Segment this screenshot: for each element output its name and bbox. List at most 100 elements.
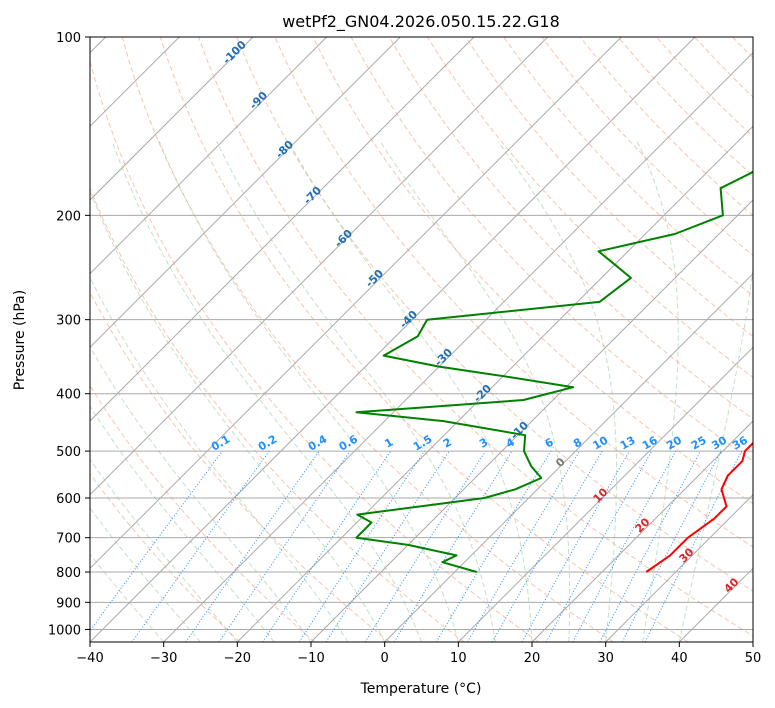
x-tick-label: 20 [524, 651, 541, 666]
mixing-ratio-label: 8 [571, 436, 584, 451]
y-axis-label: Pressure (hPa) [12, 290, 28, 390]
dry-adiabat-line [426, 37, 753, 378]
isotherm-label: -70 [301, 184, 324, 207]
mixing-ratio-line [435, 450, 552, 642]
dry-adiabat-line [90, 59, 540, 642]
x-tick-label: −30 [150, 651, 177, 666]
dry-adiabat-line [503, 37, 753, 297]
isotherm-line [457, 346, 753, 642]
dry-adiabat-line [541, 37, 753, 257]
mixing-ratio-label: 16 [640, 433, 660, 452]
moist-adiabat-line [288, 141, 533, 642]
isotherm-line [384, 272, 753, 642]
mixing-ratio-line [572, 450, 677, 642]
y-tick-label: 100 [56, 31, 81, 46]
mixing-ratio-label: 6 [543, 435, 556, 450]
mixing-ratio-label: 30 [709, 433, 729, 452]
y-tick-label: 600 [56, 492, 81, 507]
mixing-ratio-label: 10 [591, 433, 611, 452]
dry-adiabat-line [198, 37, 753, 637]
x-axis-label: Temperature (°C) [360, 681, 482, 697]
dry-adiabat-label: 20 [633, 515, 653, 535]
dry-adiabat-line [694, 37, 753, 98]
isotherm-line [752, 641, 753, 642]
isotherm-label: -100 [220, 38, 249, 67]
mixing-ratio-line [393, 450, 513, 642]
moist-adiabat-line [216, 141, 496, 642]
isotherm-line [531, 420, 753, 642]
y-tick-label: 200 [56, 209, 81, 224]
isotherm-line [678, 567, 753, 642]
isotherm-line [236, 125, 753, 642]
isotherm-label: -40 [397, 308, 420, 331]
x-tick-label: 50 [745, 651, 762, 666]
mixing-ratio-line [545, 450, 653, 642]
dry-adiabat-line [732, 37, 753, 59]
x-tick-label: 10 [450, 651, 467, 666]
mixing-ratio-label: 1.5 [411, 433, 434, 454]
plot-frame [89, 36, 754, 643]
dry-adiabat-line [90, 186, 465, 642]
isotherm-line [90, 37, 622, 570]
mixing-ratio-line [90, 450, 223, 632]
mixing-ratio-line [364, 450, 486, 642]
moist-adiabat-line [90, 345, 312, 642]
mixing-ratio-line [644, 450, 743, 642]
dry-adiabat-line [90, 291, 390, 642]
dry-adiabat-label: 40 [722, 575, 742, 595]
mixing-ratio-label: 13 [618, 434, 638, 453]
mixing-ratio-label: 0.6 [337, 432, 361, 453]
moist-adiabat-line [90, 553, 165, 642]
isotherm-line [90, 37, 696, 642]
moist-adiabat-line [636, 141, 679, 642]
mixing-ratio-label: 0.4 [306, 432, 330, 453]
isotherm-label: -60 [332, 227, 355, 250]
dry-adiabat-line [159, 37, 689, 642]
dry-adiabat-line [274, 37, 753, 548]
isotherm-line [310, 199, 753, 642]
dry-adiabat-label: 10 [591, 485, 611, 505]
mixing-ratio-label: 1 [382, 436, 395, 451]
dry-adiabat-line [90, 384, 316, 642]
x-tick-label: −40 [76, 651, 103, 666]
mixing-ratio-line [262, 450, 392, 642]
x-axis: −40 −30 −20 −10 0 10 20 30 40 50 [76, 642, 761, 666]
profile-line [355, 170, 753, 573]
mixing-ratio-line [467, 450, 580, 642]
isotherm-line [90, 37, 549, 496]
y-tick-label: 900 [56, 596, 81, 611]
dry-adiabat-line [90, 472, 241, 642]
mixing-ratio-label: 2 [441, 436, 454, 451]
profile-series [355, 170, 753, 573]
y-tick-label: 400 [56, 388, 81, 403]
isotherm-line [90, 37, 254, 201]
mixing-ratio-label: 0.2 [256, 433, 279, 454]
chart-title: wetPf2_GN04.2026.050.15.22.G18 [282, 12, 560, 32]
isotherm-line [90, 37, 475, 422]
isotherm-label: -80 [273, 138, 296, 161]
dry-adiabat-line [121, 37, 614, 642]
mixing-ratio-line [131, 450, 270, 642]
isotherm-line [163, 51, 753, 642]
profile-line [645, 441, 753, 573]
x-tick-label: −10 [297, 651, 324, 666]
x-tick-label: 30 [597, 651, 614, 666]
mixing-ratio-label: 0.1 [209, 433, 232, 454]
y-tick-label: 1000 [48, 623, 81, 638]
mixing-ratio-line [325, 450, 450, 642]
x-tick-label: 40 [671, 651, 688, 666]
isotherm-line [90, 37, 401, 349]
y-tick-label: 500 [56, 445, 81, 460]
isotherm-line [605, 493, 753, 642]
y-axis: 100 200 300 400 500 600 700 800 900 1000 [48, 31, 90, 638]
mixing-ratio-label: 20 [664, 433, 684, 452]
background-lines [90, 37, 775, 642]
dry-adiabat-line [771, 37, 775, 642]
y-tick-label: 300 [56, 314, 81, 329]
dry-adiabat-line [350, 37, 753, 462]
isotherm-line [90, 37, 328, 275]
mixing-ratio-labels: 0.1 0.2 0.4 0.6 1 1.5 2 3 4 6 8 10 13 16 20 25 30 36 [209, 432, 750, 453]
dry-adiabat-line [388, 37, 753, 420]
